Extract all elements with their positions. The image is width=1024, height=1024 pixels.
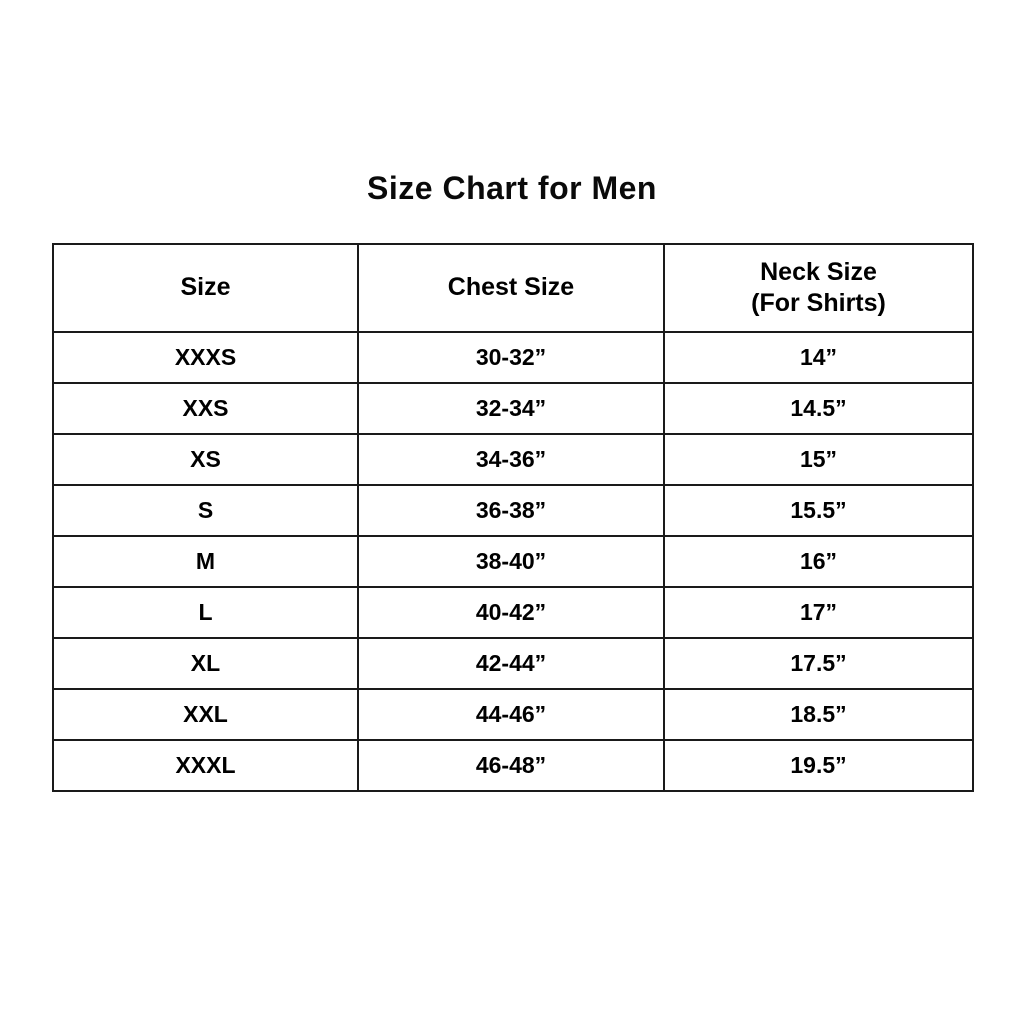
table-row: L 40-42” 17” [52,586,974,639]
cell-chest: 32-34” [357,382,665,435]
cell-neck: 16” [663,535,974,588]
cell-size: XS [52,433,359,486]
cell-chest: 46-48” [357,739,665,792]
table-row: XL 42-44” 17.5” [52,637,974,690]
table-header: Size Chest Size Neck Size (For Shirts) [52,243,974,333]
table-row: XXXL 46-48” 19.5” [52,739,974,792]
cell-chest: 30-32” [357,331,665,384]
cell-chest: 36-38” [357,484,665,537]
table-body: XXXS 30-32” 14” XXS 32-34” 14.5” XS 34-3… [52,331,974,792]
column-header-neck-sublabel: (For Shirts) [751,289,886,317]
header-row: Size Chest Size Neck Size (For Shirts) [52,243,974,333]
cell-size: L [52,586,359,639]
size-chart-table: Size Chest Size Neck Size (For Shirts) X… [52,243,974,792]
table-row: XXL 44-46” 18.5” [52,688,974,741]
column-header-size: Size [52,243,359,333]
column-header-chest-label: Chest Size [447,273,575,302]
cell-neck: 14” [663,331,974,384]
cell-chest: 34-36” [357,433,665,486]
cell-neck: 17.5” [663,637,974,690]
cell-chest: 40-42” [357,586,665,639]
cell-size: S [52,484,359,537]
table-row: XXS 32-34” 14.5” [52,382,974,435]
cell-size: XL [52,637,359,690]
cell-size: XXXS [52,331,359,384]
cell-neck: 14.5” [663,382,974,435]
cell-chest: 42-44” [357,637,665,690]
cell-neck: 19.5” [663,739,974,792]
cell-size: XXL [52,688,359,741]
column-header-neck-label: Neck Size [760,257,877,286]
cell-chest: 38-40” [357,535,665,588]
column-header-chest: Chest Size [357,243,665,333]
cell-neck: 18.5” [663,688,974,741]
table-row: S 36-38” 15.5” [52,484,974,537]
cell-size: M [52,535,359,588]
table-row: XXXS 30-32” 14” [52,331,974,384]
cell-neck: 15.5” [663,484,974,537]
table-row: XS 34-36” 15” [52,433,974,486]
column-header-size-label: Size [180,273,231,302]
cell-size: XXS [52,382,359,435]
cell-neck: 17” [663,586,974,639]
column-header-neck: Neck Size (For Shirts) [663,243,974,333]
page-title: Size Chart for Men [367,170,657,206]
cell-size: XXXL [52,739,359,792]
cell-chest: 44-46” [357,688,665,741]
cell-neck: 15” [663,433,974,486]
table-row: M 38-40” 16” [52,535,974,588]
